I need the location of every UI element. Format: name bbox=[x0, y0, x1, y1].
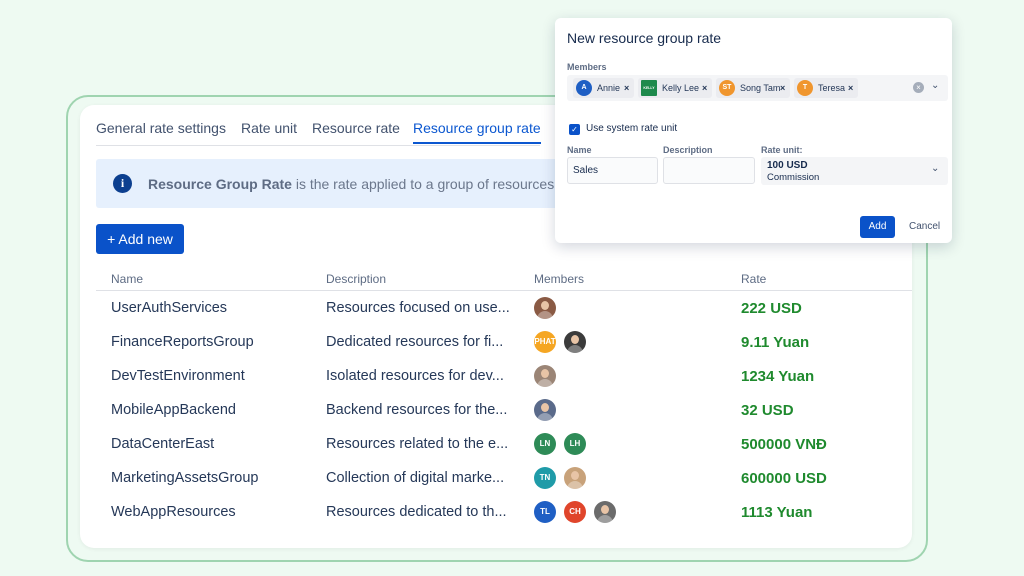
checkbox-label: Use system rate unit bbox=[586, 123, 677, 134]
avatar-body bbox=[567, 345, 583, 353]
member-chip[interactable]: A Annie× bbox=[573, 78, 634, 98]
chip-name: Teresa bbox=[818, 78, 845, 98]
rate-unit-select[interactable]: 100 USD Commission ⌄ bbox=[761, 157, 948, 185]
rate-unit-sub: Commission bbox=[767, 172, 819, 183]
dropdown-arrow[interactable]: ⌄ bbox=[931, 80, 939, 91]
cell-name: DataCenterEast bbox=[111, 436, 214, 452]
avatar: LN bbox=[534, 433, 556, 455]
chip-avatar: A bbox=[576, 80, 592, 96]
cell-rate: 222 USD bbox=[741, 300, 802, 317]
avatar-body bbox=[567, 481, 583, 489]
avatar-body bbox=[537, 413, 553, 421]
chip-remove[interactable]: × bbox=[702, 78, 707, 98]
modal-title: New resource group rate bbox=[567, 30, 721, 46]
avatar: PHAT bbox=[534, 331, 556, 353]
cell-rate: 1113 Yuan bbox=[741, 504, 812, 521]
chip-avatar: ST bbox=[719, 80, 735, 96]
cell-name: MarketingAssetsGroup bbox=[111, 470, 258, 486]
cell-rate: 9.11 Yuan bbox=[741, 334, 809, 351]
clear-icon[interactable]: × bbox=[913, 82, 924, 93]
avatar-body bbox=[537, 311, 553, 319]
avatar-body bbox=[537, 379, 553, 387]
cell-rate: 600000 USD bbox=[741, 470, 827, 487]
tab[interactable]: Resource group rate bbox=[413, 120, 541, 144]
chip-avatar: T bbox=[797, 80, 813, 96]
avatar-face bbox=[541, 301, 549, 310]
avatar-face bbox=[571, 335, 579, 344]
chip-remove[interactable]: × bbox=[780, 78, 785, 98]
column-header: Name bbox=[111, 272, 143, 286]
avatar-photo bbox=[534, 297, 556, 319]
rate-unit-value: 100 USD bbox=[767, 160, 808, 171]
chip-name: Kelly Lee bbox=[662, 78, 699, 98]
info-icon: i bbox=[113, 174, 132, 193]
info-text: Resource Group Rate is the rate applied … bbox=[148, 176, 566, 192]
cell-rate: 32 USD bbox=[741, 402, 794, 419]
cell-description: Dedicated resources for fi... bbox=[326, 334, 503, 350]
cell-name: WebAppResources bbox=[111, 504, 236, 520]
tab[interactable]: Resource rate bbox=[312, 120, 400, 136]
cell-description: Collection of digital marke... bbox=[326, 470, 504, 486]
avatar-photo bbox=[564, 467, 586, 489]
cell-description: Resources related to the e... bbox=[326, 436, 508, 452]
tab[interactable]: Rate unit bbox=[241, 120, 297, 136]
avatar-face bbox=[601, 505, 609, 514]
avatar-body bbox=[597, 515, 613, 523]
cell-name: DevTestEnvironment bbox=[111, 368, 245, 384]
member-chip[interactable]: ST Song Tam× bbox=[716, 78, 790, 98]
modal: New resource group rate Members × ⌄ A Ann… bbox=[555, 18, 952, 243]
add-button[interactable]: Add bbox=[860, 216, 895, 238]
tab-divider bbox=[96, 145, 540, 146]
avatar-photo bbox=[534, 365, 556, 387]
cell-rate: 1234 Yuan bbox=[741, 368, 814, 385]
dropdown-arrow[interactable]: ⌄ bbox=[931, 163, 939, 174]
avatar: TL bbox=[534, 501, 556, 523]
column-header: Members bbox=[534, 272, 584, 286]
name-label: Name bbox=[567, 145, 592, 155]
info-bold: Resource Group Rate bbox=[148, 176, 292, 192]
cell-description: Backend resources for the... bbox=[326, 402, 507, 418]
rate-unit-label: Rate unit: bbox=[761, 145, 803, 155]
chip-remove[interactable]: × bbox=[848, 78, 853, 98]
member-chip[interactable]: KELLY Kelly Lee× bbox=[638, 78, 712, 98]
info-banner: i Resource Group Rate is the rate applie… bbox=[96, 159, 566, 208]
cell-description: Resources dedicated to th... bbox=[326, 504, 507, 520]
members-select[interactable]: × ⌄ AAnnie×KELLYKelly Lee×STSong Tam×TTe… bbox=[567, 75, 948, 101]
info-rest: is the rate applied to a group of resour… bbox=[296, 176, 566, 192]
cell-description: Resources focused on use... bbox=[326, 300, 510, 316]
avatar-face bbox=[571, 471, 579, 480]
chip-remove[interactable]: × bbox=[624, 78, 629, 98]
description-label: Description bbox=[663, 145, 713, 155]
cell-name: FinanceReportsGroup bbox=[111, 334, 254, 350]
tab[interactable]: General rate settings bbox=[96, 120, 226, 136]
column-header: Rate bbox=[741, 272, 766, 286]
avatar-photo bbox=[534, 399, 556, 421]
member-chip[interactable]: T Teresa× bbox=[794, 78, 858, 98]
cancel-button[interactable]: Cancel bbox=[909, 221, 940, 232]
cell-name: UserAuthServices bbox=[111, 300, 227, 316]
add-new-button[interactable]: + Add new bbox=[96, 224, 184, 254]
avatar-photo bbox=[564, 331, 586, 353]
avatar-photo bbox=[594, 501, 616, 523]
name-input[interactable]: Sales bbox=[567, 157, 658, 184]
header-divider bbox=[96, 290, 912, 291]
members-label: Members bbox=[567, 62, 607, 72]
checkbox[interactable]: ✓ bbox=[569, 124, 580, 135]
chip-name: Annie bbox=[597, 78, 620, 98]
avatar: TN bbox=[534, 467, 556, 489]
cell-description: Isolated resources for dev... bbox=[326, 368, 504, 384]
avatar: LH bbox=[564, 433, 586, 455]
avatar-face bbox=[541, 403, 549, 412]
column-header: Description bbox=[326, 272, 386, 286]
description-input[interactable] bbox=[663, 157, 755, 184]
avatar: CH bbox=[564, 501, 586, 523]
chip-name: Song Tam bbox=[740, 78, 780, 98]
cell-name: MobileAppBackend bbox=[111, 402, 236, 418]
chip-avatar: KELLY bbox=[641, 80, 657, 96]
avatar-face bbox=[541, 369, 549, 378]
cell-rate: 500000 VNĐ bbox=[741, 436, 827, 453]
